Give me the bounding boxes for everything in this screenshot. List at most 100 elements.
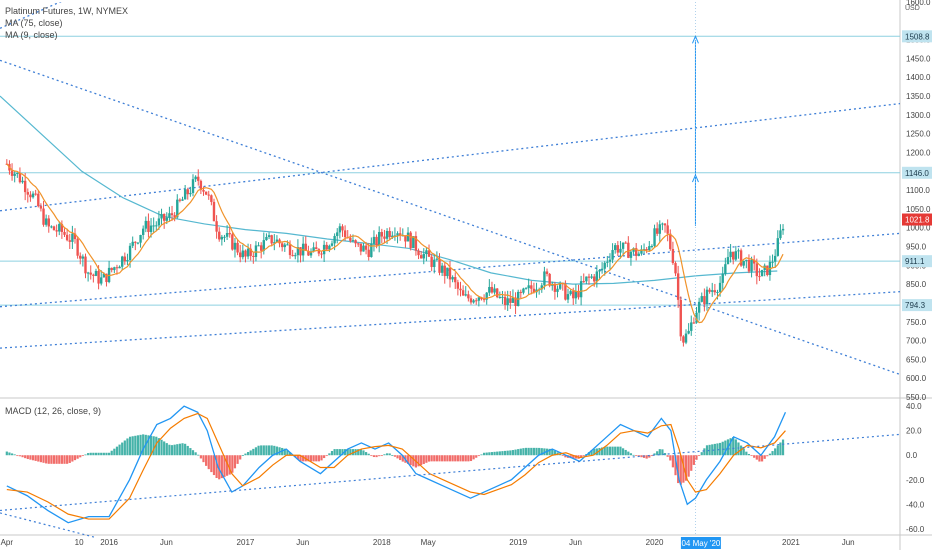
candle-body [304, 243, 307, 251]
candle-body [682, 336, 685, 343]
macd-histogram-bar [393, 455, 397, 457]
candle-body [648, 246, 651, 251]
candle-body [370, 243, 373, 257]
macd-tick-label: -60.0 [906, 525, 925, 534]
macd-histogram-bar [519, 448, 522, 456]
macd-trendline [0, 433, 901, 512]
macd-histogram-bar [236, 455, 239, 464]
macd-histogram-bar [438, 455, 441, 462]
candle-body [637, 253, 641, 256]
price-badge-label: 1146.0 [905, 169, 929, 178]
candle-body [427, 250, 431, 257]
candle-body [582, 281, 585, 283]
macd-histogram-bar [139, 434, 142, 456]
candle-body [558, 283, 562, 289]
candle-body [658, 224, 661, 234]
candle-body [86, 272, 90, 274]
macd-histogram-bar [128, 436, 132, 456]
candle-body [409, 232, 412, 248]
macd-histogram-bar [383, 454, 386, 456]
candle-body [55, 230, 58, 232]
macd-histogram-bar [260, 445, 263, 456]
time-tick-label: 2016 [100, 538, 118, 547]
candle-body [220, 236, 224, 240]
macd-histogram-bar [663, 453, 667, 456]
candle-body [404, 235, 407, 242]
macd-histogram-bar [13, 454, 16, 456]
macd-histogram-bar [724, 440, 727, 456]
candle-body [569, 291, 572, 295]
macd-histogram-bar [218, 455, 221, 480]
candle-body [354, 240, 357, 244]
macd-histogram-bar [29, 455, 32, 460]
candle-body [687, 330, 690, 334]
candle-body [498, 296, 502, 298]
macd-histogram-bar [71, 455, 74, 462]
candle-body [100, 277, 103, 284]
candle-body [299, 247, 302, 256]
candle-body [186, 189, 189, 195]
candle-body [383, 236, 386, 239]
macd-histogram-bar [288, 452, 292, 456]
macd-histogram-bar [212, 455, 216, 476]
candle-body [42, 208, 45, 225]
macd-histogram-bar [711, 444, 714, 456]
macd-histogram-bar [76, 455, 79, 459]
candle-body [590, 276, 593, 278]
candle-body [204, 191, 208, 195]
macd-histogram-bar [677, 455, 680, 484]
macd-histogram-bar [252, 448, 255, 456]
candle-body [776, 238, 779, 256]
candle-body [225, 233, 229, 237]
candle-body [215, 221, 218, 232]
macd-histogram-bar [149, 435, 153, 456]
candle-body [729, 251, 732, 258]
candle-body [68, 240, 71, 242]
macd-histogram-bar [265, 445, 268, 456]
macd-histogram-bar [635, 455, 638, 457]
macd-histogram-bar [572, 455, 575, 459]
candle-body [676, 273, 680, 300]
macd-histogram-bar [273, 445, 276, 456]
time-tick-label: 2020 [646, 538, 664, 547]
macd-histogram-bar [430, 455, 433, 462]
macd-histogram-bar [58, 455, 61, 464]
price-badge-label: 1508.8 [905, 32, 930, 41]
macd-histogram-bar [100, 452, 103, 456]
macd-histogram-bar [669, 455, 672, 461]
candle-body [524, 288, 528, 290]
price-tick-label: 1250.0 [906, 130, 931, 139]
macd-histogram-bar [582, 455, 585, 457]
candle-body [669, 233, 672, 249]
candle-body [286, 244, 289, 246]
candle-body [653, 228, 656, 246]
macd-histogram-bar [703, 448, 706, 456]
macd-histogram-bar [417, 455, 420, 467]
price-tick-label: 950.0 [906, 243, 927, 252]
macd-histogram-bar [134, 435, 137, 456]
macd-histogram-bar [309, 455, 313, 462]
macd-histogram-bar [551, 449, 554, 456]
macd-histogram-bar [246, 452, 250, 456]
macd-histogram-bar [480, 454, 483, 456]
candle-body [113, 267, 116, 271]
candle-body [464, 294, 467, 296]
macd-histogram-bar [220, 455, 223, 479]
macd-legend: MACD (12, 26, close, 9) [5, 406, 102, 416]
candle-body [692, 322, 696, 324]
macd-histogram-bar [427, 455, 431, 462]
candle-body [26, 192, 29, 195]
candle-body [325, 244, 328, 250]
macd-histogram-bar [590, 450, 593, 456]
macd-histogram-bar [328, 453, 331, 456]
price-tick-label: 850.0 [906, 280, 927, 289]
candle-body [23, 180, 27, 193]
macd-histogram-bar [690, 455, 693, 471]
candle-body [165, 217, 168, 221]
macd-histogram-bar [396, 455, 399, 459]
candle-body [233, 242, 237, 250]
macd-histogram-bar [527, 447, 530, 456]
macd-histogram-bar [532, 447, 536, 456]
macd-histogram-bar [249, 450, 252, 456]
candle-body [425, 250, 428, 254]
